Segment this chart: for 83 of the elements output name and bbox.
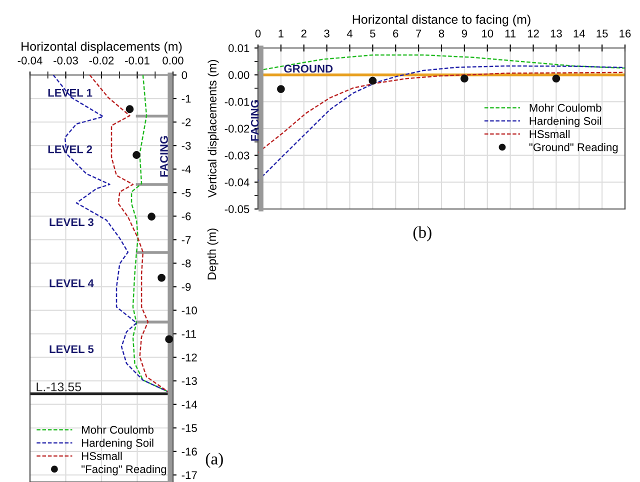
x-tick-label: 0 bbox=[255, 30, 261, 38]
point bbox=[132, 151, 140, 159]
point bbox=[460, 74, 468, 83]
y-tick-label: -12 bbox=[182, 354, 197, 362]
point bbox=[165, 335, 173, 344]
point bbox=[368, 76, 377, 85]
x-tick-label: 9 bbox=[462, 30, 467, 38]
ref-line-label: FACING bbox=[250, 100, 259, 141]
x-axis-title: Horizontal displacements (m) bbox=[22, 42, 182, 54]
x-tick-label: 14 bbox=[574, 30, 585, 38]
y-tick-label: -0.03 bbox=[224, 152, 250, 160]
y-tick-label: -14 bbox=[182, 400, 198, 408]
ref-line-label: GROUND bbox=[284, 64, 333, 73]
x-tick-label: 1 bbox=[278, 30, 284, 38]
legend-label: "Ground" Reading bbox=[529, 143, 618, 154]
legend-label: HSsmall bbox=[82, 452, 122, 460]
x-tick-label: 15 bbox=[596, 30, 608, 38]
x-tick-label: -0.02 bbox=[89, 56, 114, 64]
y-tick-label: -17 bbox=[182, 471, 197, 479]
legend-label: "Facing" Reading bbox=[82, 464, 166, 476]
y-tick-label: -16 bbox=[182, 448, 197, 456]
y-tick-label: -8 bbox=[182, 259, 191, 268]
x-tick-label: 11 bbox=[505, 30, 516, 38]
x-tick-label: 3 bbox=[324, 30, 330, 38]
y-tick-label: -0.02 bbox=[224, 124, 250, 133]
annotation: LEVEL 2 bbox=[48, 145, 92, 154]
y-tick-label: -6 bbox=[182, 212, 191, 220]
annotation: LEVEL 3 bbox=[50, 218, 94, 226]
point bbox=[158, 274, 166, 282]
legend-label: HSsmall bbox=[530, 130, 570, 138]
y-tick-label: -3 bbox=[182, 142, 191, 150]
ref-line-label: FACING bbox=[160, 136, 168, 177]
y-tick-label: -1 bbox=[182, 94, 191, 103]
text: (a) bbox=[206, 452, 223, 468]
y-axis-title: Vertical displacements (m) bbox=[208, 60, 219, 198]
point bbox=[552, 74, 560, 83]
x-tick-label: 7 bbox=[416, 30, 422, 38]
x-axis-title: Horizontal distance to facing (m) bbox=[352, 14, 530, 26]
x-tick-label: 10 bbox=[482, 30, 494, 38]
line-series bbox=[130, 75, 169, 392]
x-tick-label: 16 bbox=[620, 30, 631, 38]
legend-label: Hardening Soil bbox=[530, 116, 602, 128]
line-series bbox=[258, 72, 625, 154]
x-tick-label: 13 bbox=[550, 30, 562, 38]
y-tick-label: -0.05 bbox=[224, 205, 250, 214]
annotation: LEVEL 4 bbox=[50, 279, 94, 288]
x-tick-label: -0.03 bbox=[54, 56, 78, 64]
y-axis-title: Depth (m) bbox=[207, 228, 218, 280]
y-tick-label: 0.00 bbox=[228, 71, 250, 79]
text: (b) bbox=[413, 226, 432, 242]
legend-label: Mohr Coulomb bbox=[530, 104, 602, 112]
y-tick-label: 0.01 bbox=[228, 44, 250, 52]
point bbox=[276, 85, 285, 94]
legend-label: Mohr Coulomb bbox=[82, 426, 154, 434]
y-tick-label: -7 bbox=[182, 236, 191, 244]
point bbox=[148, 212, 156, 221]
x-tick-label: 0.00 bbox=[162, 56, 184, 64]
x-tick-label: 5 bbox=[370, 30, 376, 38]
x-tick-label: -0.04 bbox=[18, 56, 42, 64]
y-tick-label: -10 bbox=[182, 306, 197, 314]
y-tick-label: -9 bbox=[182, 283, 191, 291]
y-tick-label: -5 bbox=[182, 189, 191, 197]
annotation: LEVEL 1 bbox=[48, 88, 92, 97]
x-tick-label: 6 bbox=[393, 30, 398, 38]
line-series bbox=[258, 54, 625, 72]
x-tick-label: 2 bbox=[301, 30, 306, 38]
annotation: LEVEL 5 bbox=[50, 345, 94, 354]
x-tick-label: 12 bbox=[528, 30, 539, 38]
point bbox=[126, 105, 134, 114]
y-tick-label: -11 bbox=[182, 330, 196, 338]
y-tick-label: -0.04 bbox=[224, 178, 250, 186]
line-series bbox=[258, 65, 625, 182]
y-tick-label: -15 bbox=[182, 424, 197, 432]
x-tick-label: 8 bbox=[438, 30, 444, 38]
x-tick-label: 4 bbox=[346, 30, 353, 38]
y-tick-label: 0 bbox=[182, 71, 188, 80]
legend-label: Hardening Soil bbox=[82, 438, 154, 450]
y-tick-label: -13 bbox=[182, 377, 197, 385]
y-tick-label: -0.01 bbox=[224, 98, 250, 106]
x-tick-label: -0.01 bbox=[125, 56, 150, 64]
y-tick-label: -2 bbox=[182, 118, 191, 126]
ref-line-label: L.-13.55 bbox=[36, 382, 82, 392]
y-tick-label: -4 bbox=[182, 165, 191, 174]
